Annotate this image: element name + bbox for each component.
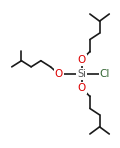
Text: O: O [55, 69, 63, 79]
Text: Si: Si [77, 69, 86, 79]
Text: O: O [78, 83, 86, 93]
Text: Cl: Cl [99, 69, 110, 79]
Text: O: O [78, 55, 86, 65]
